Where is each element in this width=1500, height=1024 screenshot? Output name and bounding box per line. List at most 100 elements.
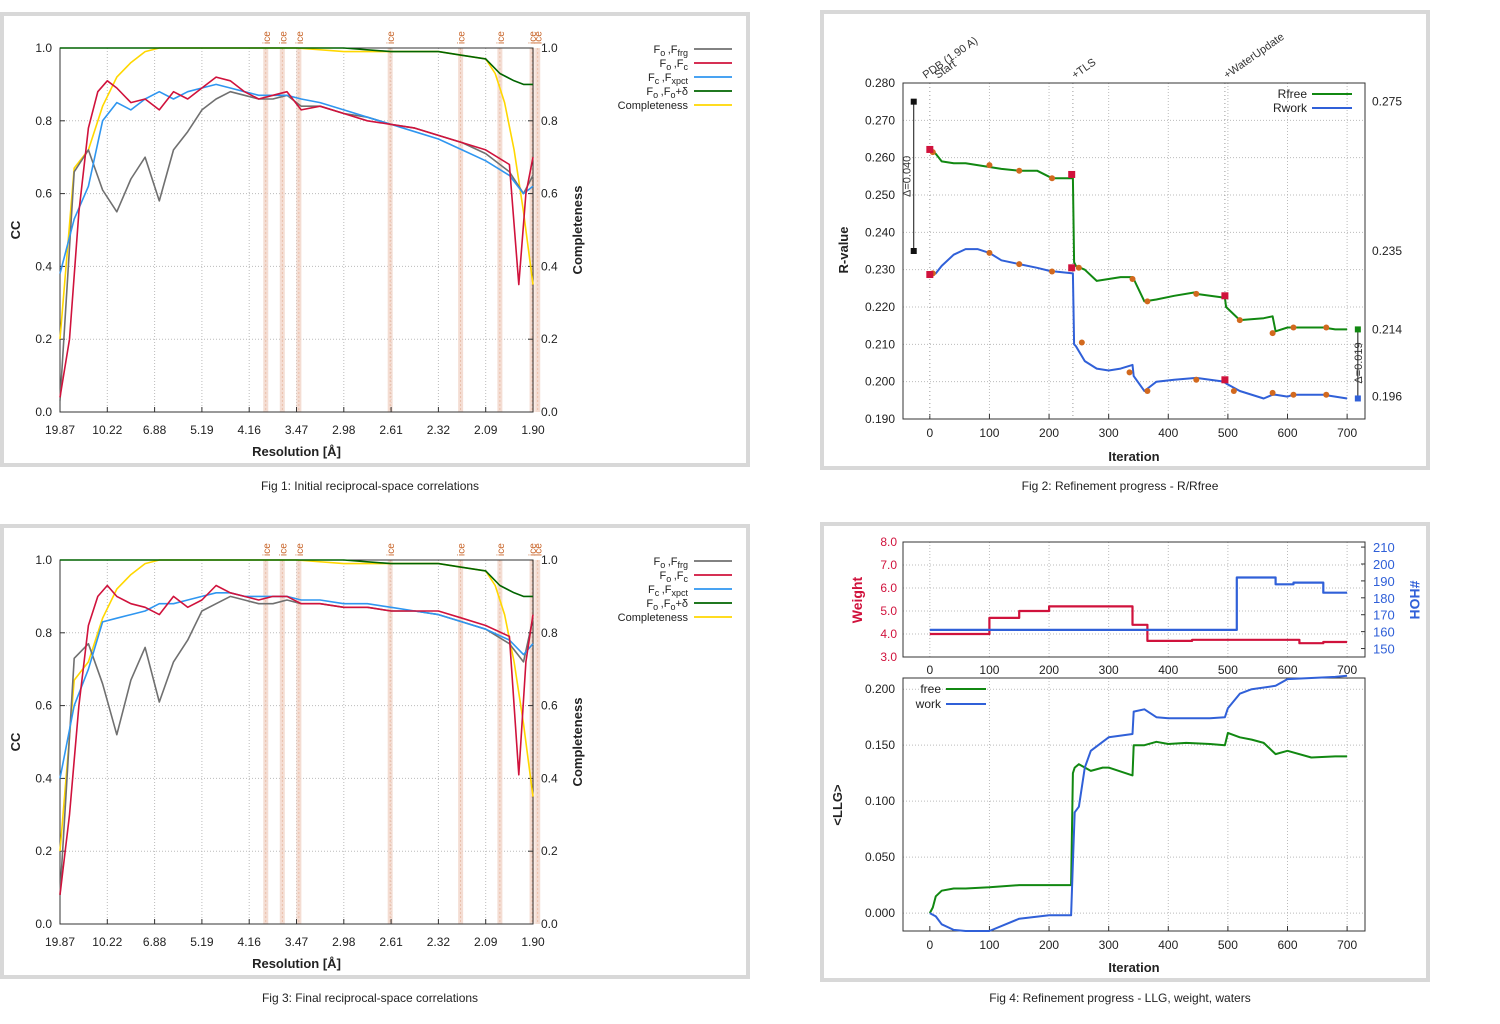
legend-label: Completeness [618,100,689,112]
x-axis-label: Resolution [Å] [252,444,341,459]
x-tick-label: 2.09 [474,423,498,437]
ice-label: ice [262,543,273,556]
y-tick-label: 0.6 [35,699,52,713]
y2-axis-label: Completeness [570,698,585,787]
x-axis-label: Resolution [Å] [252,956,341,971]
x-tick-label: 10.22 [92,423,122,437]
y2-tick-label: 0.0 [541,405,558,419]
legend-label: work [915,697,942,711]
y2-tick-label: 0.6 [541,699,558,713]
x-tick-label: 500 [1218,938,1238,952]
y-tick-label: 0.8 [35,626,52,640]
x-tick-label: 600 [1277,663,1297,677]
y2-tick-label: 0.4 [541,771,558,785]
y-tick-label: 0.4 [35,771,52,785]
y2-axis-label: Completeness [570,186,585,275]
y-tick-label: 0.240 [865,225,895,239]
x-tick-label: 4.16 [238,935,262,949]
y-tick-label: 0.220 [865,300,895,314]
legend-label: Fo ,Fc [659,570,688,584]
y-tick-label: 0.4 [35,259,52,273]
legend-label: Fo ,Ffrg [653,556,688,570]
refinement-marker [1193,376,1200,383]
y-tick-label: 5.0 [880,604,897,618]
x-tick-label: 500 [1218,426,1238,440]
delta-marker [910,248,917,254]
refinement-marker [1144,298,1151,305]
y2-tick-label: 160 [1373,625,1395,640]
y2-tick-label: 180 [1373,591,1395,606]
refinement-marker [1269,330,1276,337]
stage-marker [926,271,934,279]
y-tick-label: 1.0 [35,41,52,55]
x-tick-label: 600 [1277,938,1297,952]
y2-tick-label: 200 [1373,557,1395,572]
x-tick-label: 2.32 [427,935,451,949]
refinement-marker [986,162,993,169]
y-tick-label: 7.0 [880,558,897,572]
refinement-marker [1290,391,1297,398]
ice-label: ice [534,543,545,556]
x-tick-label: 100 [979,938,999,952]
right-value-label: 0.196 [1372,390,1402,404]
delta-left-label: Δ=0.040 [902,156,914,197]
fig4-caption: Fig 4: Refinement progress - LLG, weight… [989,991,1251,1005]
refinement-marker [1016,261,1023,268]
y2-tick-label: 0.8 [541,626,558,640]
fig3-caption: Fig 3: Final reciprocal-space correlatio… [261,991,479,1005]
y-tick-label: 0.8 [35,114,52,128]
ice-label: ice [534,31,545,44]
ice-label: ice [386,543,397,556]
legend-label: Fo ,Fo+δ [646,598,688,612]
ice-label: ice [457,543,468,556]
x-tick-label: 0 [926,938,933,952]
series-line [929,674,1348,932]
refinement-marker [1236,317,1243,324]
y-tick-label: 0.200 [865,682,895,696]
x-tick-label: 100 [979,426,999,440]
series-line [59,76,534,398]
fig2-chart: 0 100 200 300 400 500 600 700 0.190 0.200 0.210 0.2… [836,31,1402,464]
legend-label: Fc ,Fxpct [648,584,689,598]
x-tick-label: 5.19 [190,423,214,437]
x-tick-label: 300 [1099,426,1119,440]
y2-tick-label: 0.2 [541,332,558,346]
y-tick-label: 0.6 [35,187,52,201]
x-axis-label: Iteration [1108,960,1159,975]
legend-label: Rwork [1273,101,1308,115]
series-line [59,592,534,779]
right-value-label: 0.214 [1372,322,1402,336]
legend-label: Fo ,Fc [659,58,688,72]
x-tick-label: 6.88 [143,423,167,437]
x-axis-label: Iteration [1108,449,1159,464]
x-tick-label: 2.32 [427,423,451,437]
legend-label: Completeness [618,612,689,624]
y-tick-label: 0.260 [865,151,895,165]
refinement-marker [1049,175,1056,182]
x-tick-label: 4.16 [238,423,262,437]
delta-marker [910,98,917,105]
x-tick-label: 400 [1158,663,1178,677]
x-tick-label: 2.98 [332,423,356,437]
y-tick-label: 0.210 [865,337,895,351]
right-value-label: 0.275 [1372,95,1402,109]
refinement-marker [1049,268,1056,275]
ice-label: ice [262,31,273,44]
y-tick-label: 8.0 [880,535,897,549]
y-tick-label: 0.230 [865,263,895,277]
ice-label: ice [496,543,507,556]
stage-marker [1068,170,1076,178]
ice-label: ice [295,31,306,44]
y-tick-label: 0.2 [35,844,52,858]
fig2-caption: Fig 2: Refinement progress - R/Rfree [1021,479,1219,493]
y2-tick-label: 0.8 [541,114,558,128]
refinement-marker [986,249,993,256]
y-axis-label: CC [8,220,23,239]
y2-tick-label: 170 [1373,608,1395,623]
x-tick-label: 700 [1337,426,1357,440]
y-tick-label: 3.0 [880,650,897,664]
refinement-marker [1075,264,1082,271]
x-tick-label: 2.61 [379,935,403,949]
